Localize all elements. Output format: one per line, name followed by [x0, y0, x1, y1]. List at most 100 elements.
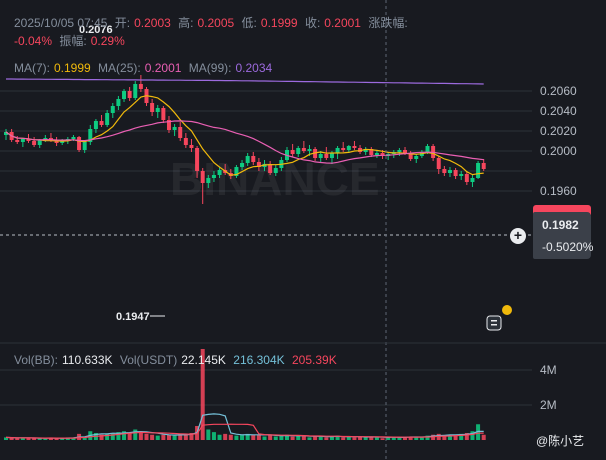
candle-body [37, 140, 42, 145]
price-alert-tag [533, 205, 591, 215]
candle-body [273, 168, 278, 173]
candle-body [166, 120, 171, 130]
candle-body [189, 145, 194, 148]
volume-bar [133, 429, 138, 440]
add-order-button[interactable]: + [510, 228, 526, 244]
ma7-label: MA(7): [14, 61, 50, 75]
volume-bar [318, 436, 323, 440]
volume-bar [329, 436, 334, 440]
volume-bar [369, 436, 374, 440]
volume-bar [4, 437, 8, 440]
candle-body [464, 174, 469, 182]
volume-bar [178, 433, 183, 440]
candle-body [318, 154, 323, 158]
volume-bar [105, 433, 110, 440]
candle-body [133, 84, 138, 98]
amplitude-value: 0.29% [90, 34, 125, 48]
candle-body [459, 174, 464, 176]
volume-bar [408, 436, 413, 440]
volume-bar [459, 433, 464, 440]
svg-text:BINANCE: BINANCE [170, 153, 380, 205]
volume-bar [470, 431, 475, 440]
volume-bar [217, 434, 222, 440]
ma25-line [5, 120, 484, 164]
candle-body [476, 163, 481, 178]
high-value: 0.2005 [197, 16, 235, 30]
high-label: 高: [178, 16, 194, 30]
candle-body [425, 146, 430, 152]
candle-body [4, 132, 8, 135]
volume-bar [116, 432, 121, 440]
volume-bar [391, 436, 396, 440]
candle-body [172, 127, 177, 130]
volume-bar [296, 435, 301, 440]
candle-body [301, 148, 306, 151]
candle-body [122, 91, 127, 99]
candle-body [82, 142, 87, 150]
ma25-label: MA(25): [98, 61, 141, 75]
price-tick-label: 0.2000 [540, 144, 577, 158]
volume-bar [256, 434, 261, 440]
alert-button[interactable] [486, 305, 512, 331]
candle-body [93, 121, 98, 129]
candle-body [307, 149, 312, 151]
author-watermark: @陈小艺 [536, 432, 584, 449]
candle-body [358, 148, 363, 152]
ma25-value: 0.2001 [144, 61, 182, 75]
volume-bar [71, 437, 76, 440]
candle-body [251, 156, 256, 162]
volume-tick-label: 2M [540, 398, 557, 412]
volume-bar [442, 435, 447, 440]
volume-bar [166, 434, 171, 440]
candle-datetime: 2025/10/05 07:45 [14, 16, 108, 30]
ma-legend: MA(7): 0.1999 MA(25): 0.2001 MA(99): 0.2034 [14, 61, 276, 75]
candle-body [217, 170, 222, 175]
candle-body [374, 153, 379, 155]
volume-bar [324, 437, 329, 440]
volume-bar [464, 433, 469, 440]
current-change: -0.5020% [542, 240, 594, 254]
volume-bar [414, 437, 419, 440]
ma7-value: 0.1999 [54, 61, 91, 75]
moving-average-lines [5, 78, 484, 176]
candle-body [245, 156, 250, 163]
volume-bar [268, 434, 273, 440]
volume-bar [54, 438, 59, 440]
candle-body [77, 137, 82, 150]
volume-bar [335, 435, 340, 440]
volume-bar [206, 429, 211, 440]
candle-body [43, 138, 48, 140]
volume-bar [127, 433, 132, 440]
candle-body [110, 106, 115, 113]
volume-ma-lines [5, 413, 484, 439]
vol-usdt-label: Vol(USDT) [119, 353, 178, 367]
volume-bar [436, 433, 441, 440]
volume-bar [43, 438, 48, 440]
volume-bar [37, 438, 42, 440]
candle-body [408, 153, 413, 159]
candle-body [453, 170, 458, 176]
volume-bar [26, 438, 31, 440]
low-value: 0.1999 [260, 16, 298, 30]
volume-bar [290, 436, 295, 440]
candle-body [211, 175, 216, 178]
volume-bar [183, 434, 188, 440]
volume-bar [346, 436, 351, 440]
candle-body [48, 138, 53, 140]
candle-body [447, 170, 452, 173]
volume-bar [285, 434, 289, 440]
volume-bar [245, 433, 250, 440]
change-value: -0.04% [14, 34, 53, 48]
volume-bar [397, 437, 402, 440]
volume-tick-label: 4M [540, 363, 557, 377]
candle-body [15, 140, 20, 142]
candle-body [363, 149, 368, 152]
volume-bar [138, 432, 143, 440]
ma99-label: MA(99): [188, 61, 232, 75]
price-axis: 0.2060 0.2040 0.2020 0.2000 0.1960 [540, 84, 577, 198]
vol-ma-a-value: 216.304K [233, 353, 285, 367]
vol-bb-label: Vol(BB): [14, 353, 59, 367]
candle-body [26, 139, 31, 141]
binance-watermark: BINANCE [170, 153, 380, 205]
